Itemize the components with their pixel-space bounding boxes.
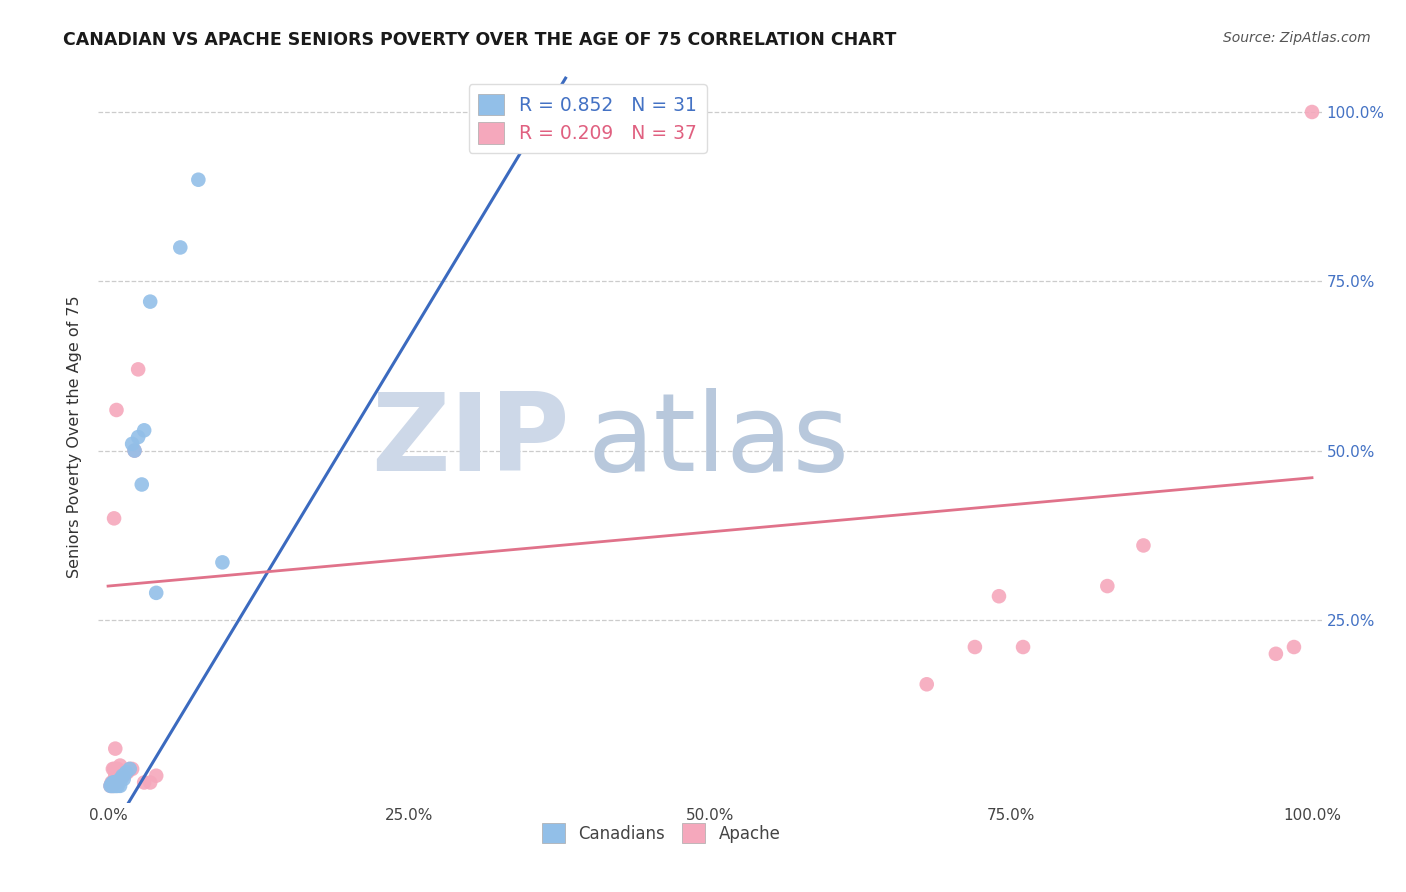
Point bbox=[118, 762, 141, 776]
Point bbox=[211, 555, 233, 569]
Point bbox=[112, 769, 135, 783]
Point bbox=[103, 775, 125, 789]
Point bbox=[112, 772, 135, 786]
Point bbox=[115, 765, 138, 780]
Point bbox=[169, 240, 191, 254]
Point bbox=[145, 586, 167, 600]
Point bbox=[105, 775, 128, 789]
Point bbox=[105, 762, 128, 776]
Point bbox=[127, 430, 149, 444]
Point bbox=[963, 640, 986, 654]
Point bbox=[108, 769, 131, 783]
Point bbox=[988, 589, 1011, 603]
Point bbox=[103, 779, 125, 793]
Point bbox=[111, 765, 134, 780]
Point bbox=[100, 779, 122, 793]
Point bbox=[115, 765, 138, 780]
Point bbox=[1301, 105, 1323, 120]
Legend: Canadians, Apache: Canadians, Apache bbox=[536, 817, 787, 849]
Point bbox=[108, 774, 131, 789]
Point bbox=[111, 769, 134, 783]
Point bbox=[1132, 538, 1154, 552]
Point bbox=[187, 172, 209, 186]
Point bbox=[101, 775, 124, 789]
Point bbox=[121, 437, 143, 451]
Point bbox=[134, 423, 156, 437]
Point bbox=[104, 779, 127, 793]
Point bbox=[117, 765, 139, 780]
Point bbox=[100, 775, 122, 789]
Point bbox=[107, 779, 129, 793]
Point bbox=[108, 758, 131, 772]
Point bbox=[105, 403, 128, 417]
Point bbox=[104, 769, 127, 783]
Point bbox=[100, 777, 122, 791]
Y-axis label: Seniors Poverty Over the Age of 75: Seniors Poverty Over the Age of 75 bbox=[67, 296, 83, 578]
Point bbox=[101, 762, 124, 776]
Point bbox=[110, 765, 132, 780]
Point bbox=[103, 762, 125, 776]
Point bbox=[139, 775, 162, 789]
Point bbox=[124, 443, 146, 458]
Point bbox=[101, 779, 124, 793]
Point bbox=[121, 762, 143, 776]
Text: atlas: atlas bbox=[588, 388, 849, 494]
Point bbox=[134, 775, 156, 789]
Point bbox=[1264, 647, 1286, 661]
Point bbox=[1282, 640, 1305, 654]
Point bbox=[107, 762, 129, 776]
Point bbox=[101, 779, 124, 793]
Point bbox=[915, 677, 938, 691]
Point bbox=[107, 775, 129, 789]
Point bbox=[139, 294, 162, 309]
Text: Source: ZipAtlas.com: Source: ZipAtlas.com bbox=[1223, 31, 1371, 45]
Point bbox=[107, 775, 129, 789]
Text: CANADIAN VS APACHE SENIORS POVERTY OVER THE AGE OF 75 CORRELATION CHART: CANADIAN VS APACHE SENIORS POVERTY OVER … bbox=[63, 31, 897, 49]
Point bbox=[100, 779, 122, 793]
Point bbox=[108, 779, 131, 793]
Point bbox=[105, 779, 128, 793]
Point bbox=[100, 779, 122, 793]
Point bbox=[108, 772, 131, 786]
Point bbox=[104, 775, 127, 789]
Point bbox=[103, 511, 125, 525]
Point bbox=[108, 765, 131, 780]
Point bbox=[131, 477, 153, 491]
Text: ZIP: ZIP bbox=[371, 388, 569, 494]
Point bbox=[103, 775, 125, 789]
Point bbox=[110, 772, 132, 786]
Point bbox=[1012, 640, 1035, 654]
Point bbox=[118, 762, 141, 776]
Point bbox=[104, 741, 127, 756]
Point bbox=[1097, 579, 1119, 593]
Point bbox=[124, 443, 146, 458]
Point bbox=[127, 362, 149, 376]
Point bbox=[145, 769, 167, 783]
